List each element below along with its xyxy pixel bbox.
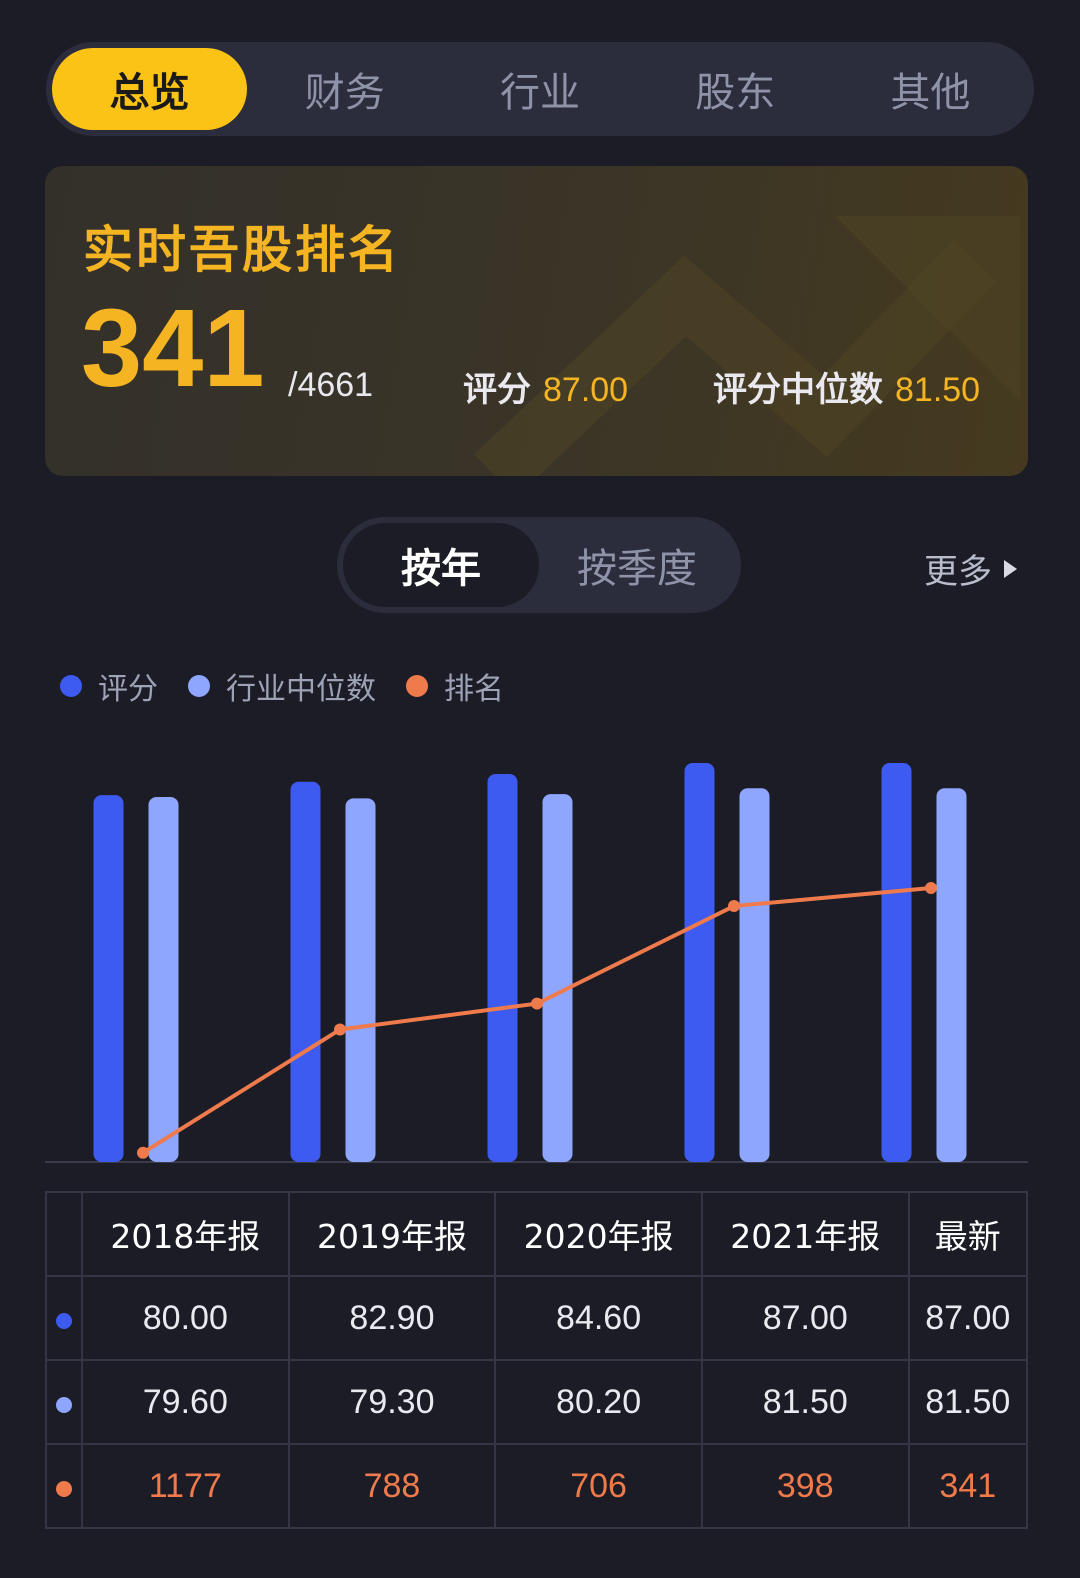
tab-finance[interactable]: 财务 <box>304 70 385 116</box>
trend-arrow-icon <box>474 216 1020 476</box>
legend-dot-icon <box>406 675 428 697</box>
table-row-score: 80.00 82.90 84.60 87.00 87.00 <box>45 1275 1029 1361</box>
rank-point <box>137 1146 149 1159</box>
table-cell: 1177 <box>81 1443 290 1529</box>
median-value: 81.50 <box>895 371 981 409</box>
rank-card: 实时吾股排名 341 /4661 评分 87.00 评分中位数 81.50 <box>45 166 1028 476</box>
rank-point <box>334 1023 346 1036</box>
median-block: 评分中位数 81.50 <box>713 362 980 411</box>
row-marker <box>45 1443 83 1529</box>
score-value: 87.00 <box>543 371 629 409</box>
table-cell: 788 <box>287 1443 497 1529</box>
score-dot-icon <box>56 1312 72 1329</box>
table-cell: 80.00 <box>81 1275 290 1361</box>
table-header-cell: 2018年报 <box>81 1191 290 1277</box>
play-triangle-icon <box>1004 559 1017 578</box>
table-cell: 87.00 <box>700 1275 910 1361</box>
table-header-cell: 2020年报 <box>494 1191 703 1277</box>
legend-dot-icon <box>60 675 82 697</box>
period-yearly-button[interactable]: 按年 <box>343 523 539 607</box>
tab-shareholders[interactable]: 股东 <box>695 70 776 116</box>
score-bar <box>487 774 518 1162</box>
table-header-cell: 2021年报 <box>700 1191 910 1277</box>
tab-overview[interactable]: 总览 <box>52 48 248 130</box>
tab-industry[interactable]: 行业 <box>500 70 580 116</box>
median-label: 评分中位数 <box>713 370 883 410</box>
table-cell: 706 <box>494 1443 703 1529</box>
data-table: 2018年报 2019年报 2020年报 2021年报 最新 80.00 82.… <box>45 1191 1029 1529</box>
score-label: 评分 <box>463 370 531 410</box>
table-cell: 87.00 <box>907 1275 1029 1361</box>
legend-item-rank: 排名 <box>406 664 504 708</box>
row-marker <box>45 1275 83 1361</box>
table-row-rank: 1177 788 706 398 341 <box>45 1443 1029 1529</box>
chart-legend: 评分 行业中位数 排名 <box>60 664 534 708</box>
table-cell: 341 <box>907 1443 1029 1529</box>
score-block: 评分 87.00 <box>463 362 628 411</box>
rank-point <box>728 900 740 913</box>
legend-label: 评分 <box>98 672 158 707</box>
table-header-cell: 2019年报 <box>287 1191 497 1277</box>
table-cell: 80.20 <box>494 1359 703 1445</box>
rank-line <box>141 885 932 1155</box>
table-header-cell: 最新 <box>907 1191 1029 1277</box>
period-quarterly-button[interactable]: 按季度 <box>577 546 697 592</box>
table-cell: 84.60 <box>494 1275 703 1361</box>
legend-item-median: 行业中位数 <box>188 664 376 708</box>
score-rank-chart <box>45 763 1028 1163</box>
table-cell: 79.60 <box>81 1359 290 1445</box>
table-corner-cell <box>45 1191 83 1277</box>
row-marker <box>45 1359 83 1445</box>
more-label: 更多 <box>924 552 992 592</box>
median-dot-icon <box>56 1396 72 1413</box>
table-cell: 79.30 <box>287 1359 497 1445</box>
table-row-median: 79.60 79.30 80.20 81.50 81.50 <box>45 1359 1029 1445</box>
table-cell: 81.50 <box>907 1359 1029 1445</box>
legend-item-score: 评分 <box>60 664 158 708</box>
more-link[interactable]: 更多 <box>924 544 1017 593</box>
tab-other[interactable]: 其他 <box>890 70 971 116</box>
legend-label: 排名 <box>444 672 504 707</box>
rank-value: 341 <box>81 287 265 410</box>
median-bar <box>345 798 376 1162</box>
score-bar <box>684 763 715 1162</box>
rank-total: /4661 <box>288 366 374 404</box>
rank-point <box>925 881 937 894</box>
rank-dot-icon <box>56 1480 72 1497</box>
legend-label: 行业中位数 <box>226 672 376 707</box>
rank-title: 实时吾股排名 <box>83 221 401 279</box>
table-cell: 398 <box>700 1443 910 1529</box>
table-cell: 81.50 <box>700 1359 910 1445</box>
median-bar <box>739 788 770 1162</box>
rank-point <box>531 997 543 1010</box>
table-header-row: 2018年报 2019年报 2020年报 2021年报 最新 <box>45 1191 1029 1277</box>
category-tabs: 总览 财务 行业 股东 其他 <box>46 42 1034 136</box>
period-toggle: 按年 按季度 <box>337 517 741 613</box>
median-bar <box>542 794 573 1162</box>
table-cell: 82.90 <box>287 1275 497 1361</box>
score-bar <box>93 795 124 1162</box>
score-bar <box>881 763 912 1162</box>
legend-dot-icon <box>188 675 210 697</box>
median-bar <box>936 788 967 1162</box>
median-bar <box>148 796 179 1162</box>
score-bar <box>290 781 321 1162</box>
